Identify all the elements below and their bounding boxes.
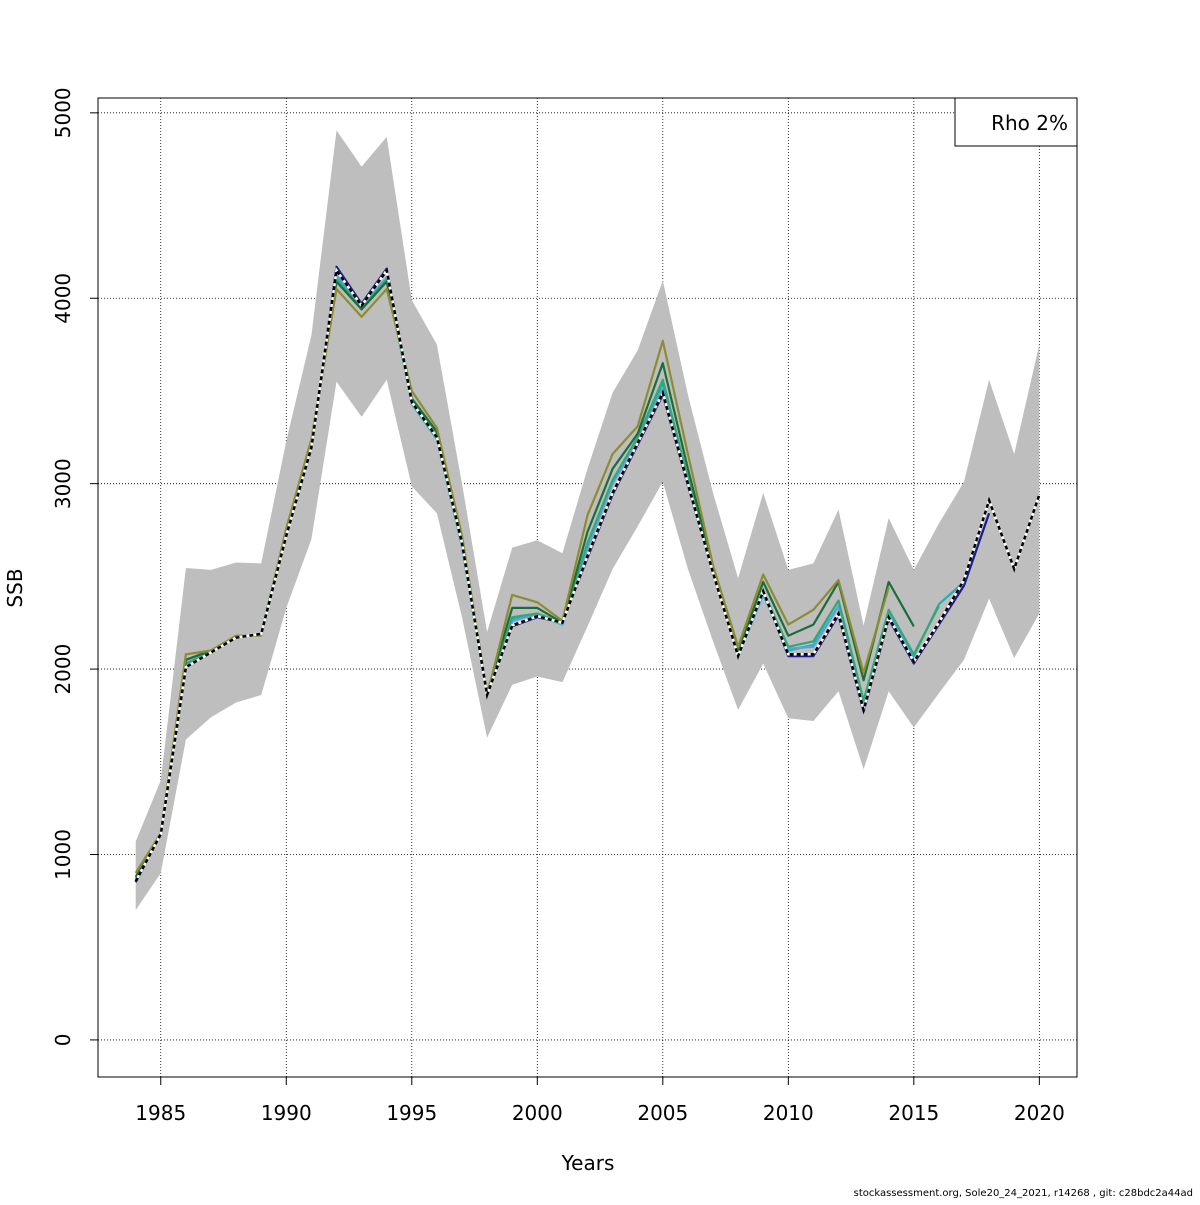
x-axis: 1985 1990 1995 2000 2005 2010 2015 2020 bbox=[135, 1077, 1065, 1125]
footer-text: stockassessment.org, Sole20_24_2021, r14… bbox=[854, 1188, 1193, 1199]
x-axis-title: Years bbox=[561, 1151, 615, 1175]
confidence-band bbox=[135, 130, 1040, 911]
x-tick-label: 2015 bbox=[888, 1101, 939, 1125]
y-tick-label: 1000 bbox=[51, 829, 75, 880]
plot-frame bbox=[97, 97, 1078, 1078]
y-tick-label: 3000 bbox=[51, 458, 75, 509]
series-line-6 bbox=[134, 267, 1041, 882]
y-axis-title: SSB bbox=[3, 568, 27, 607]
y-tick-label: 4000 bbox=[51, 273, 75, 324]
series-lines bbox=[134, 265, 1041, 883]
x-tick-label: 1985 bbox=[135, 1101, 186, 1125]
legend-text: Rho 2% bbox=[991, 111, 1068, 135]
legend-box bbox=[954, 97, 1078, 147]
y-tick-label: 2000 bbox=[51, 644, 75, 695]
x-tick-label: 2020 bbox=[1014, 1101, 1065, 1125]
x-tick-label: 2010 bbox=[763, 1101, 814, 1125]
series-line-5 bbox=[134, 287, 890, 874]
legend: Rho 2% bbox=[954, 97, 1078, 147]
x-tick-label: 2000 bbox=[512, 1101, 563, 1125]
x-tick-label: 2005 bbox=[637, 1101, 688, 1125]
x-tick-label: 1990 bbox=[261, 1101, 312, 1125]
y-tick-label: 5000 bbox=[51, 87, 75, 138]
y-tick-label: 0 bbox=[51, 1034, 75, 1047]
x-tick-label: 1995 bbox=[386, 1101, 437, 1125]
y-axis: 0 1000 2000 3000 4000 5000 bbox=[51, 87, 98, 1046]
